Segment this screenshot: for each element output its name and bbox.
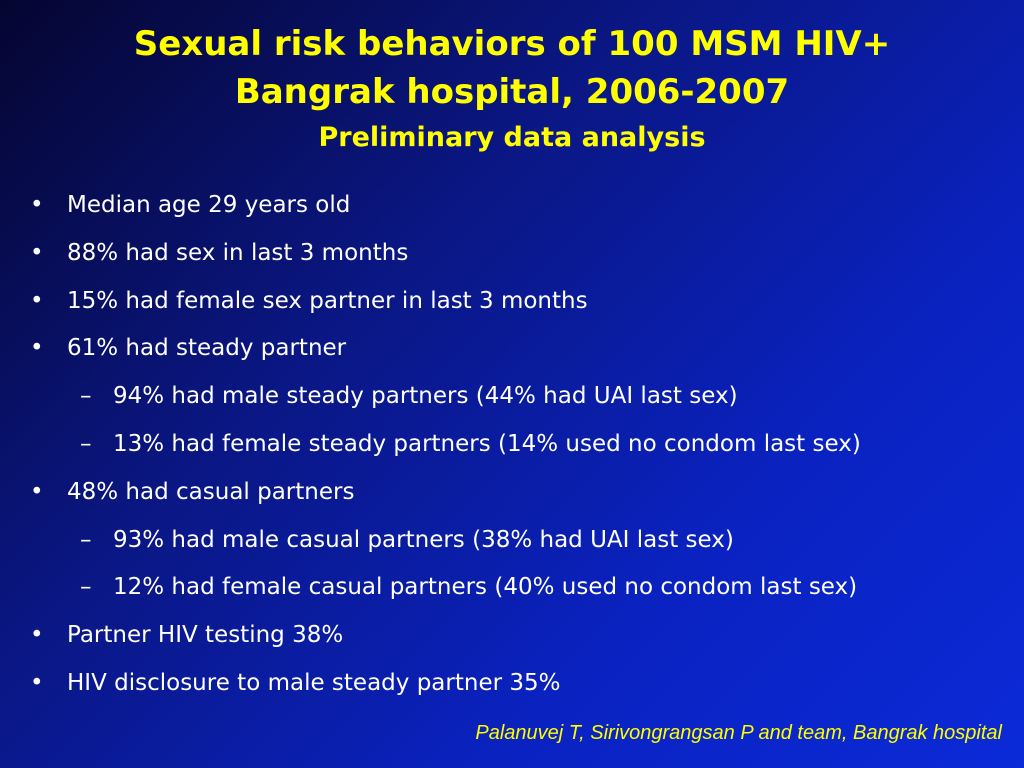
bullet-text: Median age 29 years old (67, 192, 351, 218)
bullet-marker: • (30, 622, 44, 649)
bullet-item: –12% had female casual partners (40% use… (0, 568, 1024, 616)
bullet-item: –13% had female steady partners (14% use… (0, 425, 1024, 473)
bullet-text: Partner HIV testing 38% (67, 622, 344, 649)
bullet-item: –94% had male steady partners (44% had U… (0, 377, 1024, 425)
bullet-item: • Partner HIV testing 38% (0, 616, 1024, 664)
bullet-list: • Median age 29 years old • 88% had sex in … (0, 186, 1024, 712)
bullet-marker: • (30, 669, 44, 696)
bullet-text: 88% had sex in last 3 months (67, 239, 409, 266)
bullet-item: • HIV disclosure to male steady partner 3… (0, 664, 1024, 712)
bullet-item: • 15% had female sex partner in last 3 mo… (0, 282, 1024, 330)
title-line-2: Bangrak hospital, 2006-2007 (234, 72, 790, 112)
bullet-text: 48% had casual partners (67, 478, 355, 505)
bullet-text: 15% had female sex partner in last 3 mon… (67, 287, 588, 314)
bullet-marker: • (30, 192, 44, 218)
bullet-text: 12% had female casual partners (40% used… (113, 574, 858, 601)
bullet-text: HIV disclosure to male steady partner 35… (67, 669, 561, 696)
bullet-item: • 88% had sex in last 3 months (0, 234, 1024, 282)
bullet-item: • Median age 29 years old (0, 186, 1024, 234)
bullet-text: 13% had female steady partners (14% used… (113, 430, 861, 457)
subtitle: Preliminary data analysis (318, 122, 706, 153)
title: Sexual risk behaviors of 100 MSM HIV+ (133, 24, 891, 64)
bullet-item: • 48% had casual partners (0, 473, 1024, 521)
bullet-marker: • (30, 239, 44, 266)
bullet-text: 93% had male casual partners (38% had UA… (113, 526, 734, 553)
bullet-text: 61% had steady partner (67, 335, 347, 362)
bullet-marker: – (80, 526, 92, 553)
bullet-marker: • (30, 478, 44, 505)
bullet-marker: – (80, 574, 92, 601)
bullet-marker: • (30, 335, 44, 362)
bullet-marker: – (80, 383, 92, 410)
bullet-item: –93% had male casual partners (38% had U… (0, 521, 1024, 569)
bullet-marker: – (80, 430, 92, 457)
bullet-marker: • (30, 287, 44, 314)
bullet-text: 94% had male steady partners (44% had UA… (113, 383, 738, 410)
bullet-item: • 61% had steady partner (0, 329, 1024, 377)
credit: Palanuvej T, Sirivongrangsan P and team,… (475, 722, 1002, 744)
